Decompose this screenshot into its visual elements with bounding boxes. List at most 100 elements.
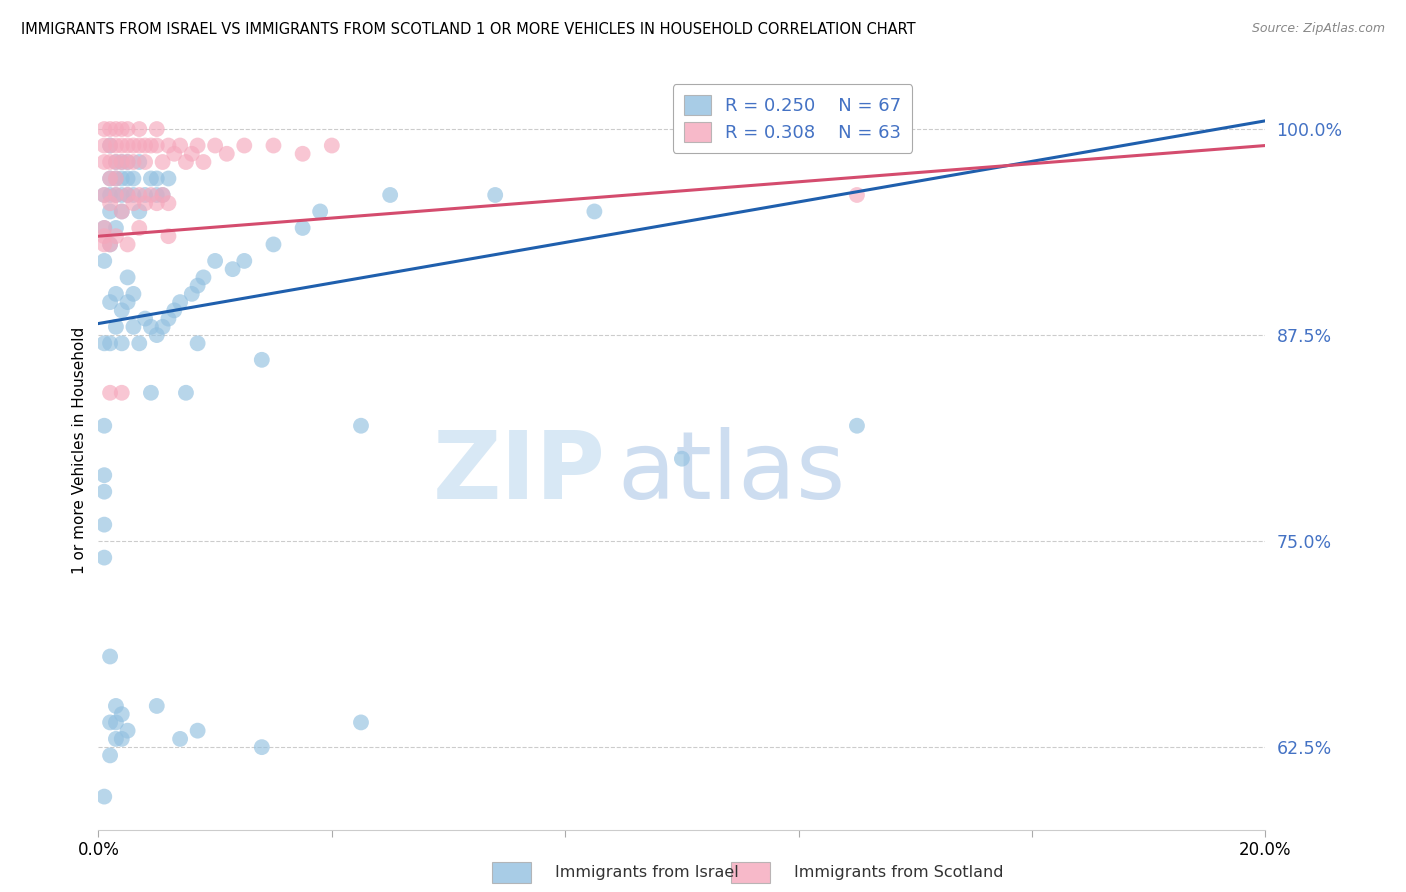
Point (146, 138, 169, 153)
Point (98, 155, 121, 169)
Point (134, 138, 156, 153)
Point (139, 319, 162, 334)
Point (93, 138, 115, 153)
Point (152, 319, 174, 334)
Point (111, 188, 134, 202)
Point (134, 155, 156, 169)
Point (104, 171, 127, 186)
Point (93, 418, 115, 433)
Point (204, 138, 226, 153)
Point (111, 155, 134, 169)
Point (134, 196, 156, 211)
Point (169, 731, 191, 746)
Point (152, 188, 174, 202)
Point (122, 138, 145, 153)
Point (846, 418, 869, 433)
Point (233, 138, 256, 153)
Point (117, 295, 139, 310)
Point (193, 270, 215, 285)
Point (93, 237, 115, 252)
Point (146, 196, 169, 211)
Point (93, 789, 115, 804)
Point (98, 237, 121, 252)
Point (98, 204, 121, 219)
Point (111, 385, 134, 400)
Point (93, 188, 115, 202)
Point (122, 286, 145, 301)
Point (221, 262, 243, 277)
Point (187, 336, 209, 351)
Point (111, 731, 134, 746)
Point (139, 188, 162, 202)
Point (93, 221, 115, 235)
Point (215, 146, 238, 161)
Point (146, 698, 169, 713)
Text: Immigrants from Scotland: Immigrants from Scotland (794, 865, 1004, 880)
Point (98, 138, 121, 153)
Point (152, 155, 174, 169)
Point (146, 122, 169, 136)
Point (98, 188, 121, 202)
Point (122, 155, 145, 169)
Point (350, 418, 373, 433)
Point (111, 204, 134, 219)
Point (111, 204, 134, 219)
Point (193, 155, 215, 169)
Point (128, 204, 150, 219)
Point (93, 468, 115, 483)
Point (111, 336, 134, 351)
Point (174, 385, 197, 400)
Point (291, 146, 314, 161)
Point (671, 451, 693, 466)
Point (93, 122, 115, 136)
Point (380, 188, 402, 202)
Point (128, 138, 150, 153)
Point (157, 171, 180, 186)
Point (93, 517, 115, 532)
Point (157, 196, 180, 211)
Point (321, 138, 343, 153)
Point (250, 740, 273, 755)
Point (117, 237, 139, 252)
Point (117, 270, 139, 285)
Point (309, 204, 332, 219)
Point (128, 122, 150, 136)
Point (187, 723, 209, 738)
Point (104, 188, 127, 202)
Point (128, 336, 150, 351)
Point (152, 188, 174, 202)
Point (104, 286, 127, 301)
Point (93, 550, 115, 565)
Point (93, 229, 115, 244)
Point (98, 122, 121, 136)
Point (169, 295, 191, 310)
Point (104, 138, 127, 153)
Point (98, 295, 121, 310)
Point (350, 715, 373, 730)
Point (250, 352, 273, 367)
Point (117, 122, 139, 136)
Y-axis label: 1 or more Vehicles in Household: 1 or more Vehicles in Household (72, 326, 87, 574)
Point (146, 188, 169, 202)
Text: atlas: atlas (617, 427, 846, 519)
Point (128, 188, 150, 202)
Point (180, 146, 202, 161)
Point (98, 336, 121, 351)
Point (111, 303, 134, 318)
Legend: R = 0.250    N = 67, R = 0.308    N = 63: R = 0.250 N = 67, R = 0.308 N = 63 (673, 84, 912, 153)
Point (187, 138, 209, 153)
Point (117, 138, 139, 153)
Point (104, 731, 127, 746)
Point (262, 237, 284, 252)
Point (104, 188, 127, 202)
Point (104, 698, 127, 713)
Point (117, 171, 139, 186)
Point (104, 319, 127, 334)
Point (146, 171, 169, 186)
Point (111, 138, 134, 153)
Point (98, 171, 121, 186)
Point (111, 171, 134, 186)
Text: Source: ZipAtlas.com: Source: ZipAtlas.com (1251, 22, 1385, 36)
Point (98, 196, 121, 211)
Point (122, 319, 145, 334)
